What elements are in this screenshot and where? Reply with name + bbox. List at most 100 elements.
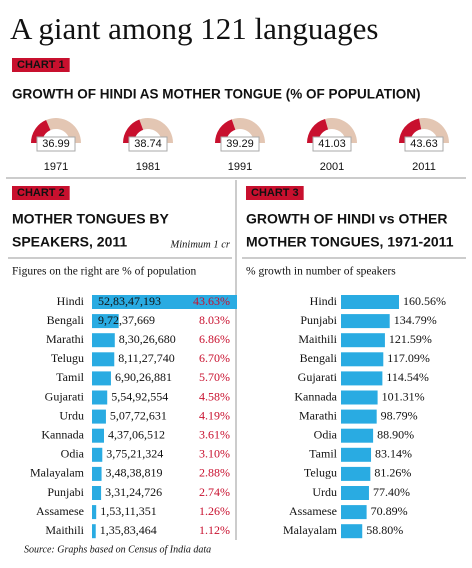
value-label: 8,30,26,680: [119, 332, 176, 346]
share-label: 4.58%: [199, 389, 230, 403]
x-tick-label: 1971: [44, 161, 68, 173]
bar: [92, 333, 115, 348]
value-label: 3,75,21,324: [106, 447, 163, 461]
y-tick-label: Tamil: [309, 447, 337, 461]
bar: [341, 352, 384, 367]
chart-title: MOTHER TONGUES, 1971-2011: [246, 234, 454, 250]
chart-label: CHART 2: [17, 187, 65, 199]
gauge-value: [215, 119, 236, 143]
value-label: 8,11,27,740: [118, 351, 175, 365]
bar: [92, 466, 102, 481]
y-tick-label: Punjabi: [47, 485, 84, 499]
y-tick-label: Hindi: [310, 294, 338, 308]
share-label: 6.86%: [199, 332, 230, 346]
bar: [341, 314, 390, 329]
gauge-label-box: [404, 136, 444, 152]
chart-label: CHART 3: [251, 187, 299, 199]
gauge-value-label: 36.99: [42, 138, 70, 150]
bar: [92, 409, 106, 424]
bar: [341, 409, 377, 424]
value-label: 3,31,24,726: [105, 485, 162, 499]
bar: [341, 295, 399, 309]
x-tick-label: 1991: [228, 161, 252, 173]
value-label: 101.31%: [382, 389, 425, 403]
bar: [341, 390, 378, 405]
gauge-label-box: [36, 136, 76, 152]
value-label: 83.14%: [375, 447, 412, 461]
chart-title: GROWTH OF HINDI vs OTHER: [246, 211, 447, 227]
y-tick-label: Tamil: [56, 370, 84, 384]
share-label: 4.19%: [199, 408, 230, 422]
gauge-label-box: [128, 136, 168, 152]
value-label: 5,54,92,554: [111, 389, 168, 403]
bar: [341, 505, 367, 520]
chart-subtitle: % growth in number of speakers: [246, 266, 396, 278]
bar: [341, 466, 371, 481]
y-tick-label: Malayalam: [30, 466, 85, 480]
value-label: 3,48,38,819: [106, 466, 163, 480]
value-label: 88.90%: [377, 427, 414, 441]
y-tick-label: Odia: [61, 447, 85, 461]
gauge-label-box: [220, 136, 260, 152]
value-label: 70.89%: [371, 504, 408, 518]
share-label: 5.70%: [199, 370, 230, 384]
value-label: 9,72,37,669: [98, 313, 155, 327]
bar: [92, 447, 103, 462]
gauge-value: [307, 118, 329, 143]
y-tick-label: Assamese: [289, 504, 337, 518]
share-label: 2.88%: [199, 466, 230, 480]
bar: [92, 428, 104, 443]
chart-label: CHART 1: [17, 59, 65, 71]
y-tick-label: Telugu: [51, 351, 84, 365]
chart-label-box: [246, 186, 304, 200]
y-tick-label: Maithili: [45, 523, 84, 537]
bar: [341, 333, 385, 348]
gauge-value-label: 38.74: [134, 138, 162, 150]
share-label: 2.74%: [199, 485, 230, 499]
value-label: 121.59%: [389, 332, 432, 346]
value-label: 114.54%: [386, 370, 429, 384]
bar: [92, 352, 115, 367]
share-label: 1.26%: [199, 504, 230, 518]
value-label: 81.26%: [374, 466, 411, 480]
bar: [341, 486, 369, 500]
bar: [92, 486, 102, 500]
y-tick-label: Bengali: [47, 313, 85, 327]
gauge-value: [123, 119, 144, 143]
bar: [341, 371, 383, 386]
bar: [92, 524, 96, 539]
y-tick-label: Kannada: [41, 427, 84, 441]
y-tick-label: Gujarati: [298, 370, 338, 384]
value-label: 52,83,47,193: [98, 294, 161, 308]
bar: [92, 371, 111, 386]
value-label: 1,53,11,351: [100, 504, 157, 518]
value-label: 117.09%: [387, 351, 430, 365]
y-tick-label: Kannada: [294, 389, 337, 403]
y-tick-label: Maithili: [298, 332, 337, 346]
gauge-label-box: [312, 136, 352, 152]
y-tick-label: Marathi: [299, 408, 338, 422]
share-label: 1.12%: [199, 523, 230, 537]
share-label: 3.61%: [199, 427, 230, 441]
y-tick-label: Urdu: [59, 408, 84, 422]
bar: [341, 428, 374, 443]
bar: [341, 524, 363, 539]
chart-title: SPEAKERS, 2011: [12, 234, 127, 250]
source: Source: Graphs based on Census of India …: [24, 544, 211, 555]
value-label: 1,35,83,464: [100, 523, 157, 537]
bar: [92, 505, 97, 520]
value-label: 160.56%: [403, 294, 446, 308]
bar: [92, 314, 119, 329]
x-tick-label: 1981: [136, 161, 160, 173]
value-label: 58.80%: [366, 523, 403, 537]
chart-title: MOTHER TONGUES BY: [12, 211, 170, 227]
y-tick-label: Malayalam: [283, 523, 338, 537]
chart-label-box: [12, 58, 70, 72]
chart-label-box: [12, 186, 70, 200]
bar: [92, 390, 108, 405]
gauge-value: [31, 120, 51, 143]
gauge-value-label: 39.29: [226, 138, 254, 150]
gauge-value-label: 41.03: [318, 138, 346, 150]
share-label: 6.70%: [199, 351, 230, 365]
